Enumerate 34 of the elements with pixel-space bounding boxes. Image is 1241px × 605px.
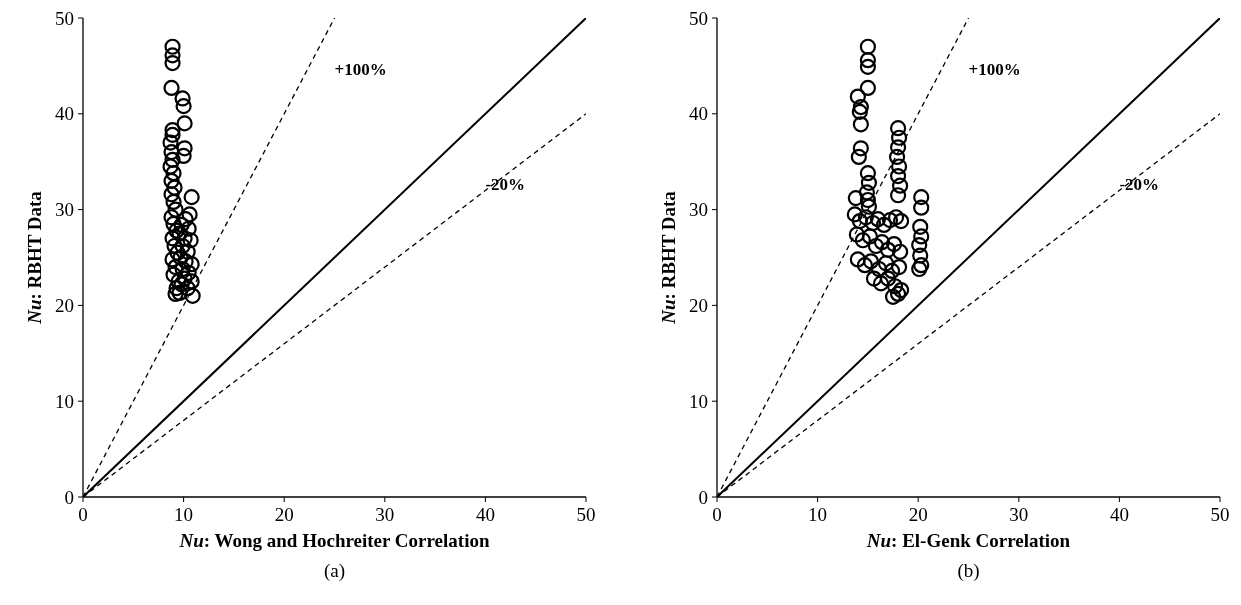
y-tick-label: 30 [55, 199, 74, 221]
x-tick-label: 50 [576, 504, 596, 525]
text: (b) [957, 560, 980, 582]
x-tick-label: 20 [908, 504, 928, 525]
y-axis-title: Nu: RBHT Data [24, 190, 45, 325]
text: (a) [323, 560, 346, 582]
x-tick-label: 40 [1109, 504, 1129, 525]
x-tick-label: 10 [808, 504, 828, 525]
y-tick-label: 0 [698, 486, 708, 508]
x-tick-label: 30 [1009, 504, 1029, 525]
y-tick-label: 0 [64, 486, 74, 508]
y-tick-label: 20 [55, 295, 74, 317]
x-tick-label: 20 [274, 504, 294, 525]
annotation: +100% [968, 60, 1021, 80]
x-axis-title: Nu: Wong and Hochreiter Correlation [178, 530, 490, 551]
y-tick-label: 50 [689, 7, 708, 29]
x-tick-label: 30 [375, 504, 395, 525]
annotation: -20% [1119, 175, 1160, 195]
y-tick-label: 40 [55, 103, 74, 125]
x-tick-label: 50 [1210, 504, 1230, 525]
annotation: +100% [334, 60, 387, 80]
x-tick-label: 0 [712, 504, 722, 525]
y-tick-label: 20 [689, 295, 708, 317]
x-axis-title: Nu: El-Genk Correlation [865, 530, 1071, 551]
y-tick-label: 10 [55, 390, 74, 412]
y-tick-label: 50 [55, 7, 74, 29]
x-tick-label: 0 [78, 504, 88, 525]
y-tick-label: 40 [689, 103, 708, 125]
annotation: -20% [485, 175, 526, 195]
y-tick-label: 10 [689, 390, 708, 412]
y-axis-title: Nu: RBHT Data [658, 190, 679, 325]
y-tick-label: 30 [689, 199, 708, 221]
x-tick-label: 40 [475, 504, 495, 525]
x-tick-label: 10 [174, 504, 194, 525]
